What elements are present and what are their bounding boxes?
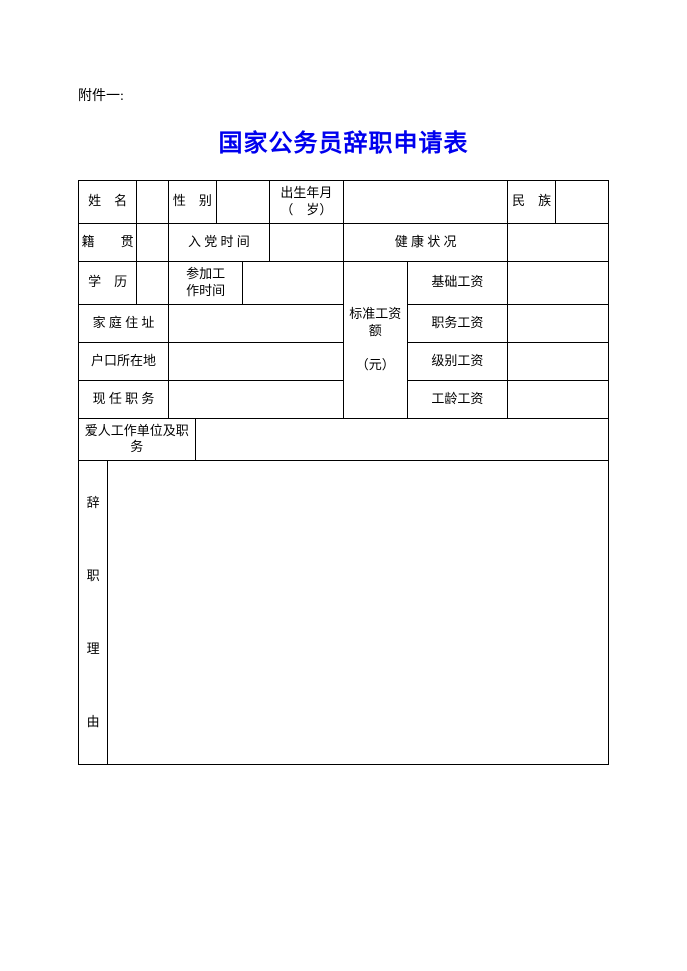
label-wage-seniority: 工龄工资 xyxy=(407,380,508,418)
label-wage-post: 职务工资 xyxy=(407,304,508,342)
value-wage-seniority xyxy=(508,380,609,418)
label-reason: 辞 职 理 由 xyxy=(79,461,108,765)
application-form-table: 姓 名 性 别 出生年月 （ 岁） 民 族 籍 贯 入 党 时 间 健 康 状 … xyxy=(78,180,609,765)
label-name: 姓 名 xyxy=(79,181,137,224)
label-position: 现 任 职 务 xyxy=(79,380,169,418)
page-container: 附件一: 国家公务员辞职申请表 姓 名 性 别 出生年月 （ 岁） xyxy=(0,0,687,765)
value-home-addr xyxy=(169,304,344,342)
label-work-date: 参加工 作时间 xyxy=(169,261,243,304)
value-wage-rank xyxy=(508,342,609,380)
value-hukou xyxy=(169,342,344,380)
value-wage-base xyxy=(508,261,609,304)
label-birth: 出生年月 （ 岁） xyxy=(269,181,343,224)
label-spouse: 爱人工作单位及职务 xyxy=(79,418,196,461)
label-gender: 性 别 xyxy=(169,181,217,224)
label-wage-base: 基础工资 xyxy=(407,261,508,304)
table-row: 姓 名 性 别 出生年月 （ 岁） 民 族 xyxy=(79,181,609,224)
label-party-date: 入 党 时 间 xyxy=(169,223,270,261)
label-ethnicity: 民 族 xyxy=(508,181,556,224)
value-birth xyxy=(343,181,507,224)
value-name xyxy=(137,181,169,224)
value-ethnicity xyxy=(555,181,608,224)
value-spouse xyxy=(195,418,608,461)
label-wage-std: 标准工资额 （元） xyxy=(343,261,407,418)
value-education xyxy=(137,261,169,304)
value-health xyxy=(508,223,609,261)
value-gender xyxy=(216,181,269,224)
table-row: 学 历 参加工 作时间 标准工资额 （元） 基础工资 xyxy=(79,261,609,304)
label-home-addr: 家 庭 住 址 xyxy=(79,304,169,342)
value-reason xyxy=(108,461,609,765)
value-position xyxy=(169,380,344,418)
table-row: 爱人工作单位及职务 xyxy=(79,418,609,461)
label-hukou: 户口所在地 xyxy=(79,342,169,380)
table-row: 籍 贯 入 党 时 间 健 康 状 况 xyxy=(79,223,609,261)
reason-vertical-text: 辞 职 理 由 xyxy=(81,465,105,760)
attachment-label: 附件一: xyxy=(78,85,609,105)
value-work-date xyxy=(243,261,344,304)
label-education: 学 历 xyxy=(79,261,137,304)
table-row: 辞 职 理 由 xyxy=(79,461,609,765)
value-party-date xyxy=(269,223,343,261)
value-native-place xyxy=(137,223,169,261)
value-wage-post xyxy=(508,304,609,342)
label-wage-rank: 级别工资 xyxy=(407,342,508,380)
label-health: 健 康 状 况 xyxy=(343,223,507,261)
form-title: 国家公务员辞职申请表 xyxy=(78,123,609,158)
label-native-place: 籍 贯 xyxy=(79,223,137,261)
